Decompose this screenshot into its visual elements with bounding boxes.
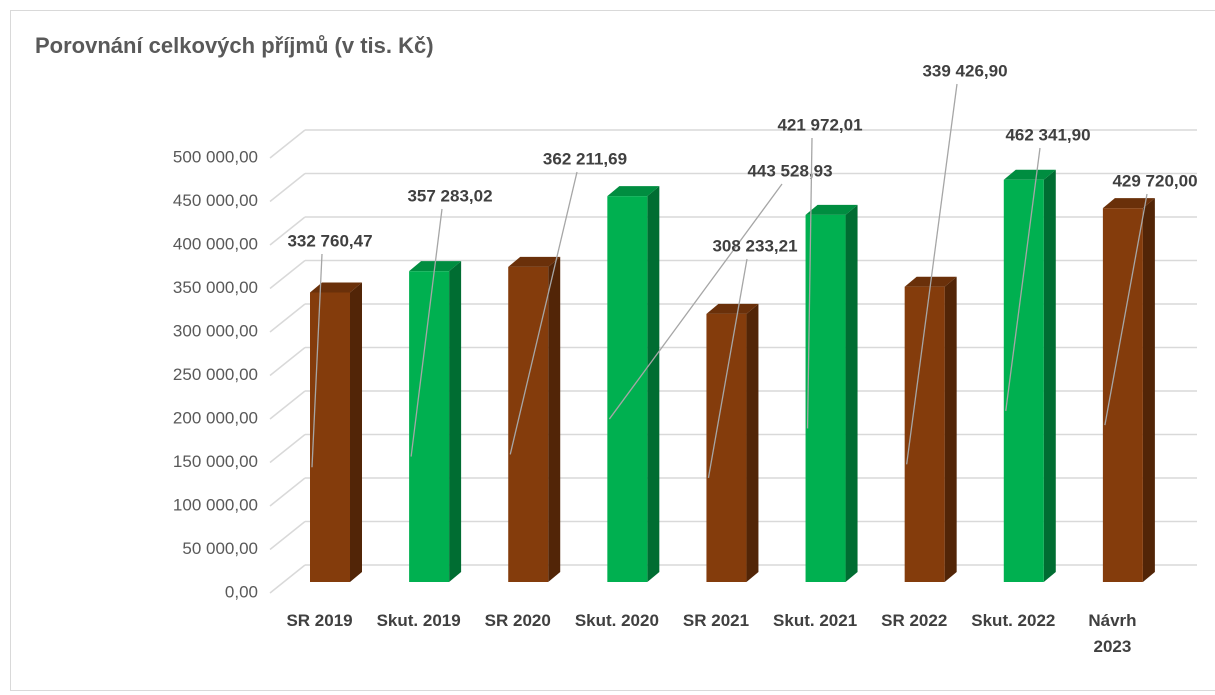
y-tick-label: 150 000,00 xyxy=(173,452,258,471)
x-tick-label: Skut. 2019 xyxy=(376,611,461,630)
y-tick-label: 50 000,00 xyxy=(182,539,258,558)
bar xyxy=(904,276,957,582)
bar-side xyxy=(548,256,561,582)
bar xyxy=(409,261,462,582)
bar xyxy=(310,282,362,582)
bar-front xyxy=(508,266,549,582)
leader-line xyxy=(1104,193,1148,426)
x-tick-label: SR 2020 xyxy=(484,611,551,630)
bar-top xyxy=(805,204,858,215)
x-tick-label: SR 2021 xyxy=(682,611,750,630)
y-tick-label: 500 000,00 xyxy=(173,147,258,166)
leader-line xyxy=(410,208,443,457)
bar-front xyxy=(805,214,846,583)
grid-line xyxy=(269,303,306,333)
bar-front xyxy=(607,196,648,583)
bar-front xyxy=(904,286,945,582)
x-tick-label: Skut. 2021 xyxy=(773,611,858,630)
y-tick-label: 350 000,00 xyxy=(173,278,258,297)
data-label: 362 211,69 xyxy=(543,149,627,168)
bar-side xyxy=(1142,198,1155,582)
leader-line xyxy=(1005,147,1041,411)
grid-line xyxy=(269,216,306,246)
bar-side xyxy=(449,261,462,582)
data-label: 332 760,47 xyxy=(287,231,372,250)
bar-top xyxy=(706,303,759,314)
bar xyxy=(1003,169,1056,582)
x-tick-label: Skut. 2020 xyxy=(574,611,659,630)
grid-line xyxy=(269,433,306,464)
bar-side xyxy=(350,282,362,582)
grid-line xyxy=(269,520,306,551)
data-label: 308 233,21 xyxy=(712,236,797,255)
leader-line xyxy=(509,171,578,455)
bar-side xyxy=(647,186,660,583)
y-tick-label: 100 000,00 xyxy=(173,495,258,514)
bar-side xyxy=(845,204,858,583)
data-label: 421 972,01 xyxy=(777,115,862,134)
y-tick-label: 0,00 xyxy=(225,582,258,601)
leader-line xyxy=(311,253,323,468)
grid-line xyxy=(269,172,306,203)
y-tick-label: 300 000,00 xyxy=(173,321,258,340)
x-tick-label: Skut. 2022 xyxy=(971,611,1056,630)
leader-line xyxy=(707,258,748,479)
bar-front xyxy=(706,313,747,582)
leader-line xyxy=(906,83,958,465)
y-tick-label: 250 000,00 xyxy=(173,365,258,384)
grid-line xyxy=(269,477,306,507)
bar xyxy=(508,256,561,582)
y-tick-label: 200 000,00 xyxy=(173,408,258,427)
bar-front xyxy=(409,271,450,582)
bar-front xyxy=(1003,179,1044,582)
bar-side xyxy=(944,276,957,582)
data-label: 443 528,93 xyxy=(747,161,832,180)
bar xyxy=(1102,198,1155,582)
y-tick-label: 400 000,00 xyxy=(173,234,258,253)
bar-top xyxy=(1102,198,1155,209)
y-tick-label: 450 000,00 xyxy=(173,191,258,210)
bar-top xyxy=(1003,169,1056,180)
bar-front xyxy=(1102,208,1143,582)
bar xyxy=(805,204,858,583)
data-label: 429 720,00 xyxy=(1112,171,1197,190)
grid-line xyxy=(269,564,306,594)
bar xyxy=(607,186,660,583)
bar-top xyxy=(607,186,660,197)
data-label: 339 426,90 xyxy=(922,61,1007,80)
grid-line xyxy=(269,346,306,377)
leader-line xyxy=(608,183,783,420)
bar-side xyxy=(1043,169,1056,582)
leader-line xyxy=(806,137,813,429)
x-tick-label: SR 2022 xyxy=(881,611,948,630)
grid-line xyxy=(269,259,306,290)
bar-top xyxy=(310,282,362,293)
bar-front xyxy=(310,292,350,582)
x-tick-label: SR 2019 xyxy=(286,611,353,630)
chart-title: Porovnání celkových příjmů (v tis. Kč) xyxy=(35,33,434,58)
grid-line xyxy=(269,129,306,159)
bar-top xyxy=(508,256,561,267)
x-tick-label: Návrh 2023 xyxy=(1088,611,1137,656)
bar-side xyxy=(746,303,759,582)
data-label: 357 283,02 xyxy=(407,186,492,205)
data-label: 462 341,90 xyxy=(1005,125,1090,144)
grid-line xyxy=(269,390,306,420)
